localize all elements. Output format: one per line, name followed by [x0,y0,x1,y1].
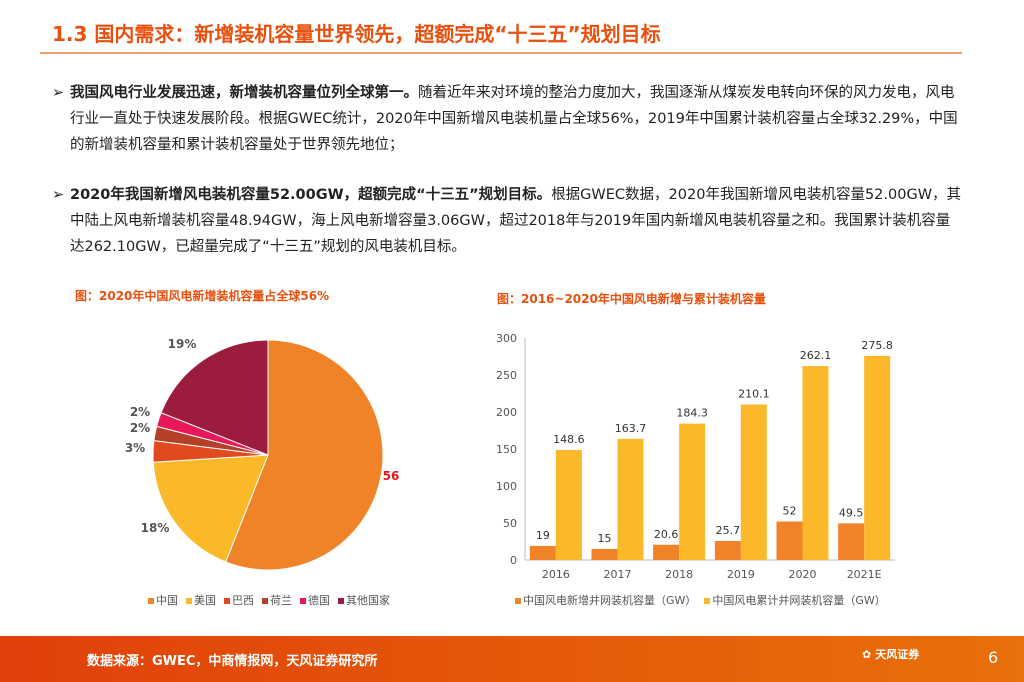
x-tick-label: 2020 [789,568,817,581]
bullet-1-bold: 我国风电行业发展迅速，新增装机容量位列全球第一。 [70,85,418,101]
legend-item: 中国风电新增并网装机容量（GW） [515,592,696,608]
bar-cumulative [555,450,582,560]
bar-data-label: 25.7 [716,524,741,537]
footer: 数据来源：GWEC，中商情报网，天风证券研究所 ✿ 天风证券 6 [0,636,1024,682]
bar-chart-title: 图：2016~2020年中国风电新增与累计装机容量 [497,292,766,306]
title-divider [40,52,962,54]
bullet-2-bold: 2020年我国新增风电装机容量52.00GW，超额完成“十三五”规划目标。 [70,187,552,203]
flower-logo-icon: ✿ [862,647,872,661]
x-tick-label: 2019 [727,568,755,581]
legend-item: 中国风电累计并网装机容量（GW） [704,592,886,608]
bar-data-label: 15 [598,532,612,545]
bar-data-label: 184.3 [676,407,708,420]
pie-label: 18% [141,521,170,535]
bar-new [653,544,680,560]
legend-item: 荷兰 [262,592,292,608]
bullet-2-text: 根据GWEC数据，2020年我国新增风电装机容量52.00GW，其中陆上风电新增… [70,187,962,255]
bar-data-label: 19 [536,529,550,542]
pie-label: 3% [125,441,145,455]
bullet-2: ➢ 2020年我国新增风电装机容量52.00GW，超额完成“十三五”规划目标。根… [52,182,962,260]
legend-item: 中国 [148,592,178,608]
arrow-right-icon: ➢ [52,187,65,203]
bar-data-label: 49.5 [839,506,864,519]
bullet-1: ➢ 我国风电行业发展迅速，新增装机容量位列全球第一。随着近年来对环境的整治力度加… [52,80,962,158]
pie-label: 2% [130,405,150,419]
x-tick-label: 2021E [847,568,882,581]
logo-text: 天风证券 [875,648,920,661]
data-source: 数据来源：GWEC，中商情报网，天风证券研究所 [87,654,378,669]
pie-label: 19% [168,337,197,351]
bar-data-label: 52 [783,505,797,518]
legend-item: 德国 [300,592,330,608]
legend-item: 巴西 [224,592,254,608]
x-tick-label: 2018 [665,568,693,581]
y-tick-label: 300 [496,332,517,345]
bar-new [838,523,865,560]
pie-chart-title: 图：2020年中国风电新增装机容量占全球56% [75,289,330,303]
pie-chart: 56% 18% 3% 2% 2% 19% [125,337,400,571]
legend-item: 美国 [186,592,216,608]
bar-data-label: 148.6 [553,433,585,446]
bullet-1-text: 随着近年来对环境的整治力度加大，我国逐渐从煤炭发电转向环保的风力发电，风电行业一… [70,85,958,153]
y-tick-label: 250 [496,369,517,382]
pie-slice-美国 [152,454,269,563]
legend-item: 其他国家 [338,592,390,608]
pie-slice-其他国家 [160,339,269,456]
bar-cumulative [679,423,706,560]
bar-new [776,521,803,560]
bar-cumulative [802,366,829,560]
x-tick-label: 2016 [542,568,570,581]
bar-data-label: 20.6 [654,528,679,541]
bar-new [529,545,556,560]
bar-chart: 0 50 100 150 200 250 300 2016 19 148.6 2017 15 163.7… [496,332,895,581]
bar-new [714,540,741,560]
y-tick-label: 0 [510,554,517,567]
x-tick-label: 2017 [604,568,632,581]
y-tick-label: 150 [496,443,517,456]
y-tick-label: 100 [496,480,517,493]
pie-slice-中国 [225,339,384,571]
company-logo: ✿ 天风证券 [862,646,919,662]
bar-data-label: 275.8 [861,339,893,352]
bar-data-label: 262.1 [800,349,832,362]
pie-legend: 中国 美国 巴西 荷兰 德国 其他国家 [148,592,390,608]
page-number: 6 [988,648,999,667]
bar-legend: 中国风电新增并网装机容量（GW） 中国风电累计并网装机容量（GW） [515,592,886,608]
bar-new [591,548,618,560]
y-tick-label: 200 [496,406,517,419]
pie-label: 56% [383,469,400,483]
bar-cumulative [864,355,891,560]
bar-data-label: 210.1 [738,388,770,401]
pie-label: 2% [130,421,150,435]
y-tick-label: 50 [503,517,517,530]
bar-cumulative [617,438,644,560]
arrow-right-icon: ➢ [52,85,65,101]
bar-cumulative [740,404,767,560]
bar-data-label: 163.7 [615,422,647,435]
page-title: 1.3 国内需求：新增装机容量世界领先，超额完成“十三五”规划目标 [52,22,661,46]
